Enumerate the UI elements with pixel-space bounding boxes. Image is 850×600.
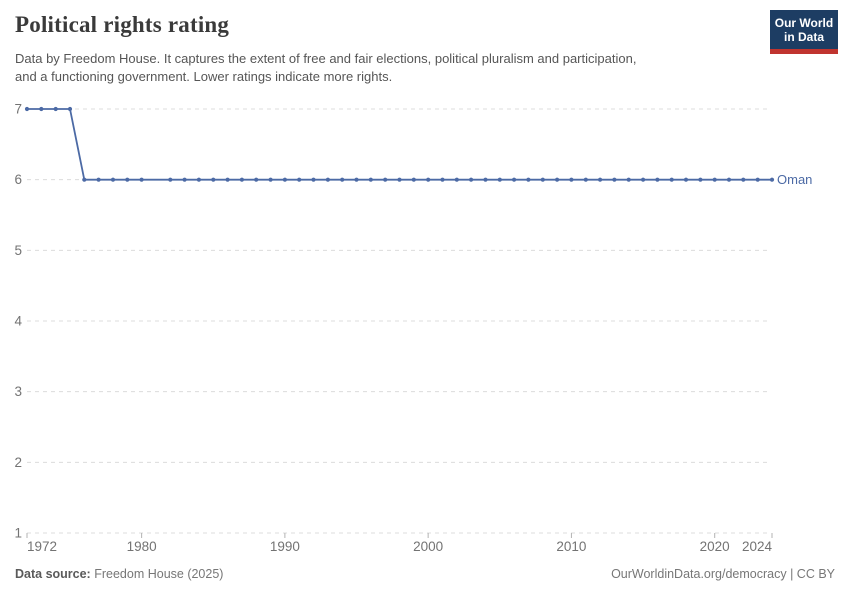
- data-point: [540, 177, 545, 182]
- data-point: [39, 106, 44, 112]
- chart-subtitle: Data by Freedom House. It captures the e…: [15, 50, 636, 86]
- x-axis-label: 2010: [556, 539, 586, 554]
- x-axis-label: 2024: [742, 539, 773, 554]
- x-axis-label: 2020: [700, 539, 730, 554]
- data-point: [311, 177, 316, 182]
- data-point: [712, 177, 717, 182]
- data-point: [67, 106, 73, 112]
- data-point: [225, 177, 230, 182]
- y-axis-label: 4: [14, 314, 22, 329]
- y-axis-label: 2: [14, 455, 22, 470]
- data-point: [411, 177, 416, 182]
- subtitle-line-2: and a functioning government. Lower rati…: [15, 69, 393, 84]
- data-point: [196, 177, 201, 182]
- data-point: [211, 177, 216, 182]
- data-point: [440, 177, 445, 182]
- data-point: [354, 177, 359, 182]
- data-point: [497, 177, 502, 182]
- license-credit: OurWorldinData.org/democracy | CC BY: [611, 567, 835, 581]
- data-point: [325, 177, 330, 182]
- page-title: Political rights rating: [15, 12, 230, 37]
- data-point: [268, 177, 273, 182]
- data-point: [282, 177, 287, 182]
- data-point: [254, 177, 259, 182]
- data-point: [239, 177, 244, 182]
- data-point: [426, 177, 431, 182]
- data-point: [612, 177, 617, 182]
- data-point: [726, 177, 732, 182]
- owid-logo: Our World in Data: [770, 10, 838, 54]
- data-point: [125, 177, 130, 182]
- data-point: [340, 177, 345, 182]
- data-point: [182, 177, 187, 182]
- y-axis-label: 7: [14, 102, 22, 117]
- x-axis-label: 1990: [270, 539, 300, 554]
- y-axis-label: 5: [14, 243, 22, 258]
- data-point: [555, 177, 560, 182]
- x-axis-label: 1980: [127, 539, 157, 554]
- y-axis-label: 6: [14, 172, 22, 187]
- x-axis-label: 2000: [413, 539, 443, 554]
- data-point: [483, 177, 488, 182]
- data-point: [454, 177, 459, 182]
- data-point: [168, 177, 173, 182]
- owid-logo-line2: in Data: [783, 30, 824, 44]
- data-point: [655, 177, 660, 182]
- data-point: [698, 177, 703, 182]
- data-point: [583, 177, 588, 182]
- chart-canvas: 1 2 3 4 5 6 7 1972 1980 1990 2000 2010 2020 2024 Oman: [14, 102, 812, 555]
- data-point: [110, 177, 116, 182]
- data-point: [24, 106, 30, 112]
- data-point: [755, 177, 760, 182]
- data-point: [526, 177, 531, 182]
- data-point: [397, 177, 402, 182]
- series-end-label: Oman: [777, 172, 812, 187]
- y-axis-label: 3: [14, 384, 22, 399]
- data-point: [598, 177, 603, 182]
- data-point: [683, 177, 689, 182]
- data-point: [669, 177, 674, 182]
- data-source-value: Freedom House (2025): [94, 567, 224, 581]
- x-axis-label: 1972: [27, 539, 57, 554]
- data-point: [569, 177, 574, 182]
- data-point: [53, 106, 58, 112]
- data-source-label: Data source:: [15, 567, 91, 581]
- data-point: [511, 177, 517, 182]
- data-point: [769, 177, 775, 182]
- data-source: Data source: Freedom House (2025): [15, 567, 223, 581]
- data-point: [641, 177, 646, 182]
- owid-logo-line1: Our World: [774, 16, 834, 30]
- data-point: [469, 177, 474, 182]
- data-point: [383, 177, 388, 182]
- series-line: [26, 108, 773, 181]
- chart-footer: Data source: Freedom House (2025) OurWor…: [15, 567, 835, 581]
- data-point: [96, 177, 101, 182]
- line-chart: 1 2 3 4 5 6 7 1972 1980 1990 2000 2010 2020 2024 Oman: [0, 95, 850, 565]
- y-axis-label: 1: [14, 526, 22, 541]
- data-point: [82, 177, 87, 182]
- data-point: [626, 177, 631, 182]
- data-point: [368, 177, 373, 182]
- data-point: [139, 177, 144, 182]
- data-point: [741, 177, 746, 182]
- subtitle-line-1: Data by Freedom House. It captures the e…: [15, 51, 637, 66]
- data-point: [297, 177, 302, 182]
